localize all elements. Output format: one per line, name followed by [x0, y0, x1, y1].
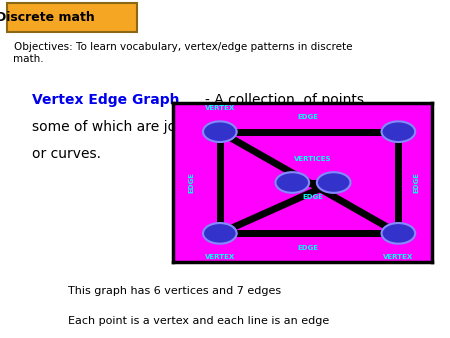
Circle shape [275, 172, 309, 193]
Text: VERTEX: VERTEX [383, 254, 414, 260]
Text: Each point is a vertex and each line is an edge: Each point is a vertex and each line is … [68, 316, 329, 326]
Text: EDGE: EDGE [414, 172, 419, 193]
Text: or curves.: or curves. [32, 147, 100, 161]
Text: EDGE: EDGE [297, 114, 318, 120]
Text: - A collection  of points: - A collection of points [205, 93, 364, 107]
Circle shape [203, 223, 237, 244]
Circle shape [382, 223, 415, 244]
Circle shape [382, 121, 415, 142]
Text: some of which are joined by line segments: some of which are joined by line segment… [32, 120, 329, 134]
Text: Discrete math: Discrete math [0, 11, 94, 24]
Circle shape [317, 172, 351, 193]
Text: VERTEX: VERTEX [205, 105, 235, 111]
FancyBboxPatch shape [7, 3, 137, 32]
Text: Objectives: To learn vocabulary, vertex/edge patterns in discrete
math.: Objectives: To learn vocabulary, vertex/… [14, 42, 352, 64]
Text: EDGE: EDGE [302, 194, 324, 200]
Text: Vertex Edge Graph: Vertex Edge Graph [32, 93, 179, 107]
Circle shape [203, 121, 237, 142]
Text: VERTEX: VERTEX [205, 254, 235, 260]
Text: VERTICES: VERTICES [294, 156, 332, 162]
Text: EDGE: EDGE [189, 172, 194, 193]
Text: This graph has 6 vertices and 7 edges: This graph has 6 vertices and 7 edges [68, 286, 281, 296]
Text: EDGE: EDGE [297, 245, 318, 251]
